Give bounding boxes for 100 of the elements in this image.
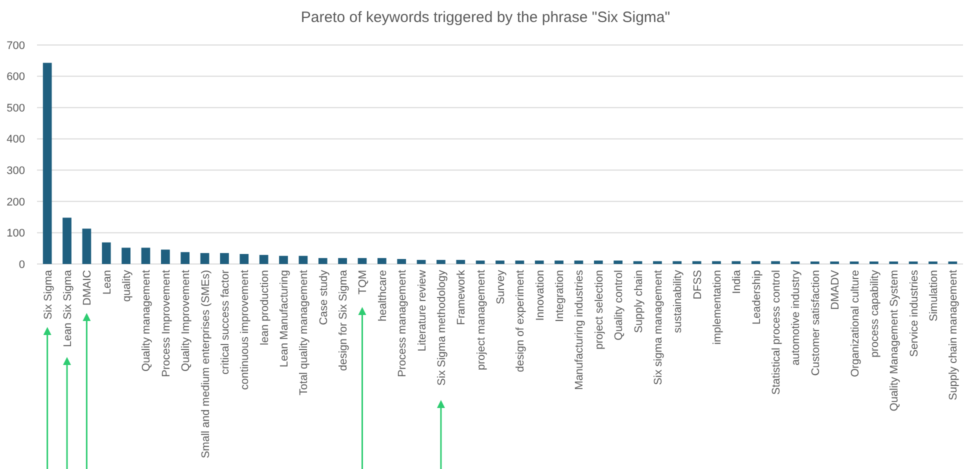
- x-tick-label: healthcare: [376, 270, 389, 322]
- bar: [889, 261, 898, 264]
- x-tick-label: quality: [121, 270, 134, 302]
- bar: [692, 261, 702, 264]
- bar: [633, 261, 642, 264]
- y-tick-label: 300: [6, 164, 25, 177]
- x-tick-label: Service industries: [908, 270, 920, 357]
- x-tick-label: implementation: [711, 270, 724, 345]
- x-tick-label: Statistical process control: [770, 270, 783, 395]
- x-tick-label: Total quality management: [298, 270, 310, 396]
- y-tick-label: 200: [6, 196, 25, 208]
- bar: [141, 248, 150, 264]
- bar: [456, 260, 466, 264]
- x-tick-label: Process management: [396, 270, 409, 377]
- y-tick-label: 500: [6, 102, 25, 114]
- bar: [672, 261, 682, 264]
- x-tick-label: sustainability: [672, 270, 684, 333]
- x-tick-label: India: [731, 269, 744, 294]
- x-tick-label: Literature review: [416, 270, 428, 352]
- bar: [279, 256, 288, 264]
- x-tick-label: Case study: [318, 270, 330, 326]
- x-tick-label: DMAIC: [82, 270, 94, 306]
- bar: [200, 253, 210, 264]
- y-tick-label: 100: [6, 228, 25, 240]
- x-tick-label: lean production: [258, 270, 271, 346]
- bar: [318, 258, 328, 264]
- x-tick-label: Survey: [495, 270, 507, 304]
- bar: [732, 261, 741, 264]
- x-tick-label: Quality Improvement: [180, 270, 192, 372]
- bar: [180, 252, 190, 264]
- x-tick-label: process capability: [868, 270, 881, 358]
- x-tick-label: Process Improvement: [160, 270, 172, 377]
- bar: [122, 248, 130, 264]
- x-tick-label: Customer satisfaction: [810, 270, 822, 376]
- bar: [574, 260, 584, 264]
- bar: [594, 260, 603, 264]
- x-tick-label: Quality control: [613, 270, 626, 340]
- x-tick-label: Lean Manufacturing: [278, 270, 291, 368]
- bar: [397, 258, 406, 264]
- bar: [102, 242, 111, 264]
- x-tick-label: DFSS: [692, 270, 704, 300]
- bar: [82, 228, 92, 264]
- y-tick-label: 600: [6, 71, 25, 84]
- y-tick-label: 700: [6, 40, 25, 52]
- bar: [870, 261, 878, 264]
- x-tick-label: Quality management: [140, 270, 153, 372]
- x-tick-label: Six Sigma methodology: [436, 270, 448, 386]
- bar: [436, 260, 446, 264]
- bar: [908, 261, 918, 264]
- x-tick-label: Leadership: [750, 270, 763, 324]
- bar: [810, 261, 820, 264]
- bar: [496, 260, 504, 264]
- x-tick-label: project selection: [593, 270, 606, 350]
- chart-title: Pareto of keywords triggered by the phrase "Six Sigma": [300, 9, 670, 26]
- bar: [220, 253, 229, 264]
- bar: [948, 261, 958, 264]
- x-tick-label: Simulation: [928, 270, 940, 322]
- x-tick-label: Quality Management System: [888, 270, 901, 412]
- bar: [358, 258, 367, 264]
- bar: [790, 261, 800, 264]
- x-tick-label: Organizational culture: [849, 270, 862, 378]
- x-tick-label: Six sigma management: [652, 270, 664, 385]
- bar: [62, 218, 72, 264]
- bar: [259, 254, 268, 264]
- bar: [515, 260, 524, 264]
- bar: [928, 261, 938, 264]
- y-tick-label: 400: [6, 134, 25, 146]
- x-tick-label: automotive industry: [790, 270, 802, 366]
- bar: [554, 260, 564, 264]
- bar: [377, 258, 386, 264]
- bar: [830, 261, 840, 264]
- x-tick-label: critical success factor: [219, 270, 232, 375]
- bar: [614, 260, 623, 264]
- x-tick-label: project management: [475, 270, 488, 370]
- bar: [42, 62, 52, 264]
- bar: [298, 256, 308, 264]
- bar: [416, 260, 426, 264]
- x-tick-label: Lean Six Sigma: [62, 269, 74, 348]
- bar: [653, 261, 662, 264]
- x-tick-label: Manufacturing industries: [574, 270, 586, 390]
- bar: [160, 250, 170, 264]
- bar: [771, 261, 780, 264]
- x-tick-label: Six Sigma: [42, 269, 54, 320]
- bar: [240, 254, 249, 264]
- x-tick-label: Small and medium enterprises (SMEs): [200, 270, 212, 458]
- bar: [850, 261, 859, 264]
- x-tick-label: Lean: [101, 270, 114, 294]
- bar: [476, 260, 485, 264]
- bar: [712, 261, 721, 264]
- x-tick-label: Supply chain management: [948, 270, 960, 400]
- x-tick-label: Supply chain: [632, 270, 645, 333]
- bar: [534, 260, 544, 264]
- x-tick-label: design of experiment: [514, 270, 527, 372]
- x-tick-label: Integration: [554, 270, 566, 322]
- x-tick-label: DMADV: [830, 269, 842, 310]
- x-tick-label: design for Six Sigma: [338, 269, 350, 371]
- bar: [338, 258, 347, 264]
- bar: [751, 261, 760, 264]
- x-tick-label: Framework: [456, 270, 468, 326]
- x-tick-label: continuous improvement: [239, 270, 252, 390]
